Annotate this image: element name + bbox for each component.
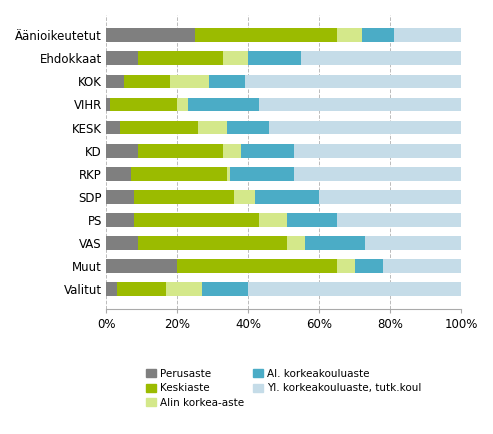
Bar xyxy=(106,121,120,135)
Bar xyxy=(167,282,202,296)
Bar xyxy=(365,236,461,250)
Bar xyxy=(223,144,241,158)
Legend: Perusaste, Keskiaste, Alin korkea-aste, Al. korkeakouluaste, Yl. korkeakouluaste: Perusaste, Keskiaste, Alin korkea-aste, … xyxy=(141,365,426,412)
Bar xyxy=(337,28,362,42)
Bar xyxy=(106,167,131,181)
Bar xyxy=(202,282,248,296)
Bar xyxy=(227,121,270,135)
Bar xyxy=(106,28,195,42)
Bar xyxy=(234,190,255,204)
Bar xyxy=(294,144,461,158)
Bar xyxy=(294,167,461,181)
Bar xyxy=(270,121,461,135)
Bar xyxy=(259,98,461,112)
Bar xyxy=(106,236,138,250)
Bar xyxy=(135,213,259,227)
Bar xyxy=(319,190,461,204)
Bar xyxy=(248,52,301,65)
Bar xyxy=(106,213,135,227)
Bar xyxy=(131,167,227,181)
Bar xyxy=(355,259,383,273)
Bar xyxy=(138,52,223,65)
Bar xyxy=(209,75,245,89)
Bar xyxy=(177,259,337,273)
Bar xyxy=(287,213,337,227)
Bar xyxy=(106,144,138,158)
Bar xyxy=(106,98,109,112)
Bar xyxy=(198,121,227,135)
Bar xyxy=(287,236,305,250)
Bar xyxy=(106,75,124,89)
Bar xyxy=(259,213,287,227)
Bar xyxy=(241,144,294,158)
Bar xyxy=(255,190,319,204)
Bar xyxy=(301,52,461,65)
Bar xyxy=(106,190,135,204)
Bar xyxy=(120,121,198,135)
Bar xyxy=(109,98,177,112)
Bar xyxy=(170,75,209,89)
Bar xyxy=(227,167,230,181)
Bar xyxy=(223,52,248,65)
Bar xyxy=(135,190,234,204)
Bar xyxy=(117,282,167,296)
Bar xyxy=(195,28,337,42)
Bar xyxy=(177,98,188,112)
Bar xyxy=(138,144,223,158)
Bar xyxy=(106,259,177,273)
Bar xyxy=(337,259,355,273)
Bar xyxy=(337,213,461,227)
Bar xyxy=(230,167,294,181)
Bar xyxy=(245,75,461,89)
Bar xyxy=(106,52,138,65)
Bar xyxy=(362,28,394,42)
Bar xyxy=(188,98,259,112)
Bar xyxy=(124,75,170,89)
Bar xyxy=(394,28,461,42)
Bar xyxy=(248,282,461,296)
Bar xyxy=(138,236,287,250)
Bar xyxy=(305,236,365,250)
Bar xyxy=(383,259,461,273)
Bar xyxy=(106,282,117,296)
